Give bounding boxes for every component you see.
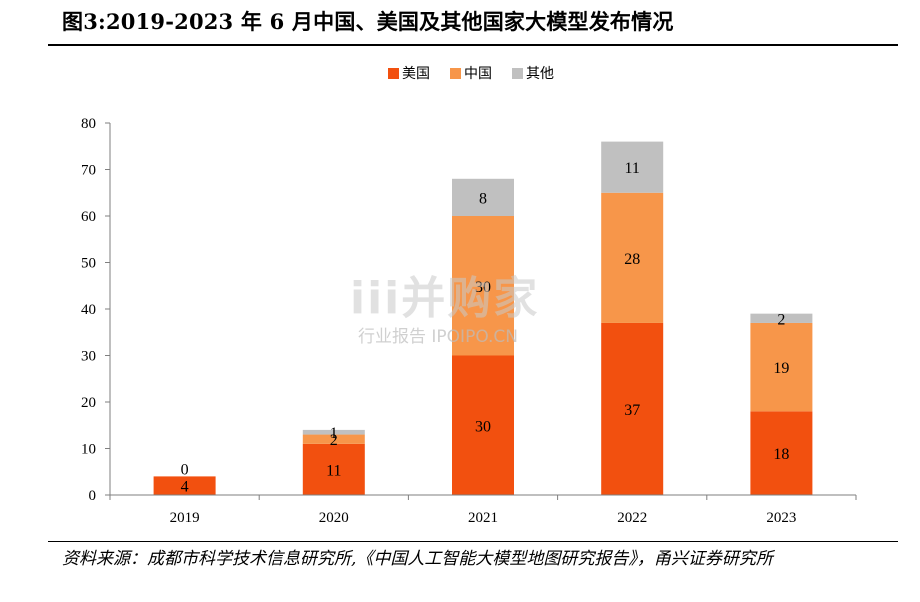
y-axis: 0 10 20 30 40 50 60 70 80	[81, 116, 111, 504]
data-label: 30	[475, 418, 491, 435]
bar-segment	[302, 443, 365, 495]
bar-segment	[153, 476, 216, 495]
data-label: 28	[624, 251, 640, 268]
x-tick-label: 2019	[170, 510, 200, 526]
bar-segment	[452, 216, 514, 356]
y-tick-label: 30	[81, 349, 96, 365]
bar-series	[153, 141, 813, 495]
y-tick-label: 10	[81, 442, 96, 458]
data-label: 1	[330, 425, 338, 442]
bar-segment	[601, 141, 664, 193]
x-tick-label: 2023	[766, 510, 796, 526]
data-label: 19	[773, 360, 789, 377]
data-label: 0	[181, 461, 189, 478]
bar-segment	[302, 434, 365, 444]
x-axis: 2019 2020 2021 2022 2023	[109, 494, 857, 526]
legend-label: 中国	[464, 66, 492, 82]
bar-segment	[750, 411, 813, 495]
y-tick-label: 40	[81, 302, 96, 318]
data-label: 11	[326, 462, 341, 479]
x-tick-label: 2022	[617, 510, 647, 526]
figure-title: 图3:2019-2023 年 6 月中国、美国及其他国家大模型发布情况	[62, 9, 674, 34]
y-tick-label: 0	[89, 488, 97, 504]
data-label: 37	[624, 402, 640, 419]
bar-segment	[750, 322, 813, 412]
bar-segment	[750, 313, 813, 323]
bar-segment	[452, 355, 514, 495]
legend-label: 美国	[402, 66, 430, 82]
bar-segment	[302, 429, 365, 435]
source-rule	[48, 541, 898, 542]
bar-segment	[452, 178, 514, 216]
y-tick-label: 20	[81, 395, 96, 411]
bar-segment	[601, 192, 664, 323]
data-label: 8	[479, 190, 487, 207]
x-tick-label: 2021	[468, 510, 498, 526]
legend-swatch	[388, 68, 399, 79]
y-tick-label: 50	[81, 256, 96, 272]
chart-legend: 美国 中国 其他	[388, 66, 554, 82]
title-rule	[48, 44, 898, 46]
data-label: 2	[330, 432, 338, 449]
source-note: 资料来源：成都市科学技术信息研究所,《中国人工智能大模型地图研究报告》，甬兴证券…	[62, 549, 773, 569]
y-tick-label: 80	[81, 116, 96, 132]
data-label: 2	[777, 311, 785, 328]
y-tick-label: 70	[81, 163, 96, 179]
bar-segment	[601, 322, 664, 495]
y-tick-label: 60	[81, 209, 96, 225]
x-tick-label: 2020	[319, 510, 349, 526]
data-label: 30	[475, 279, 491, 296]
legend-label: 其他	[526, 66, 554, 82]
legend-swatch	[512, 68, 523, 79]
legend-swatch	[450, 68, 461, 79]
data-label: 11	[624, 160, 639, 177]
data-label: 18	[773, 446, 789, 463]
data-label: 4	[181, 479, 189, 496]
